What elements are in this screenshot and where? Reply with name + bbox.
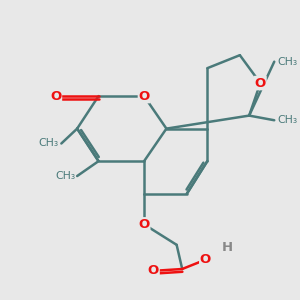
Text: CH₃: CH₃ xyxy=(277,57,297,67)
Text: CH₃: CH₃ xyxy=(38,139,58,148)
Text: H: H xyxy=(221,241,233,254)
Text: O: O xyxy=(139,90,150,103)
Text: O: O xyxy=(255,76,266,90)
Text: O: O xyxy=(50,90,61,103)
Text: CH₃: CH₃ xyxy=(56,171,76,181)
Text: O: O xyxy=(139,218,150,231)
Text: O: O xyxy=(200,253,211,266)
Text: CH₃: CH₃ xyxy=(277,115,297,125)
Text: O: O xyxy=(148,264,159,278)
